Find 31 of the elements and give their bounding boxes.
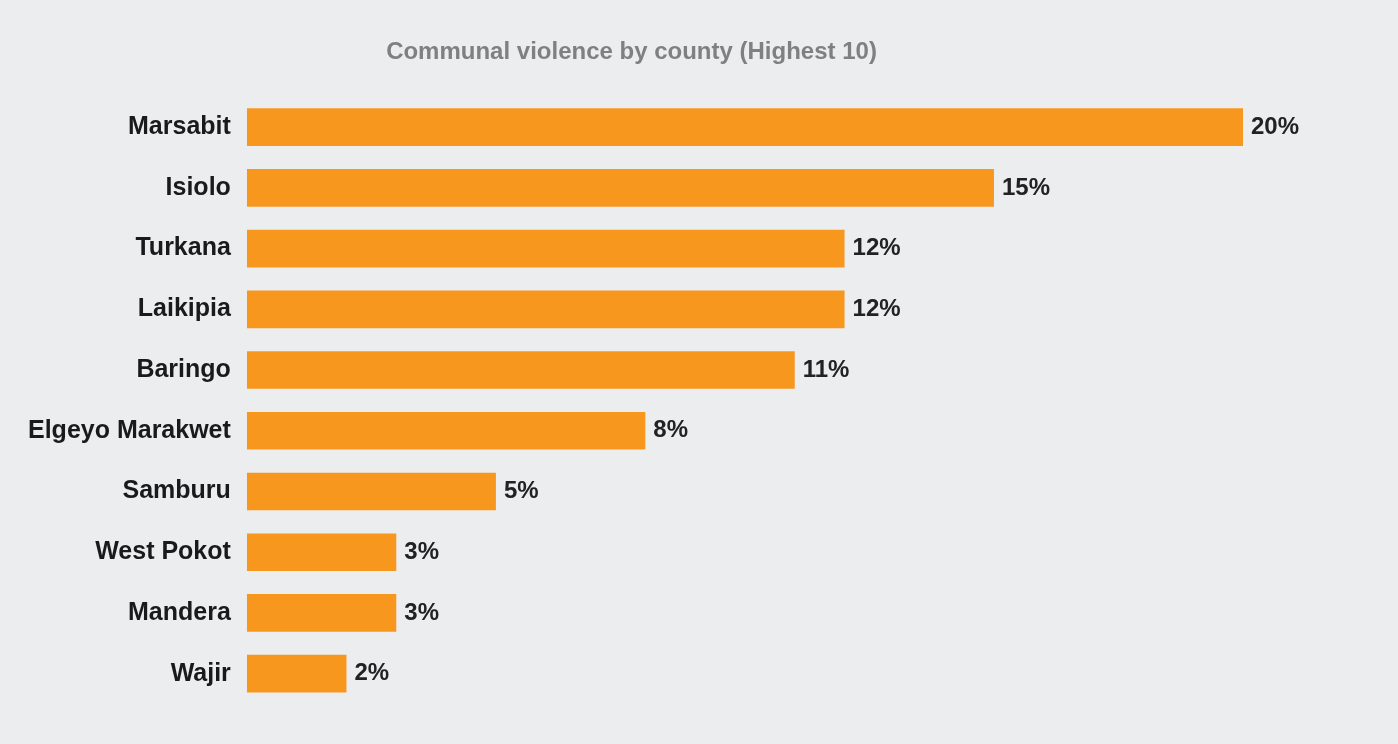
chart-title: Communal violence by county (Highest 10)	[386, 37, 877, 65]
y-tick-label: West Pokot	[95, 536, 232, 565]
bar	[246, 351, 795, 389]
bar	[246, 229, 845, 268]
bar	[246, 108, 1243, 146]
y-tick-label: Turkana	[135, 232, 232, 261]
y-tick-label: Mandera	[128, 596, 232, 625]
data-label: 8%	[653, 415, 688, 443]
bar	[246, 654, 347, 693]
y-tick-label: Samburu	[122, 475, 231, 504]
y-tick-label: Isiolo	[165, 171, 231, 200]
data-label: 5%	[503, 476, 539, 504]
y-tick-label: Elgeyo Marakwet	[28, 414, 232, 443]
bar	[246, 290, 845, 329]
y-tick-label: Wajir	[170, 657, 232, 686]
y-tick-label: Baringo	[136, 353, 231, 382]
data-label: 11%	[802, 354, 850, 382]
y-tick-label: Marsabit	[128, 111, 232, 140]
data-label: 2%	[354, 658, 390, 686]
bar	[246, 594, 397, 632]
bar	[246, 533, 397, 572]
data-label: 15%	[1001, 172, 1051, 200]
data-label: 3%	[404, 536, 439, 564]
bar	[246, 411, 646, 450]
data-label: 12%	[852, 293, 901, 321]
data-label: 3%	[404, 597, 439, 625]
bar	[246, 169, 994, 207]
data-label: 20%	[1251, 111, 1300, 139]
y-tick-label: Laikipia	[137, 293, 232, 322]
data-label: 12%	[852, 233, 901, 261]
bar	[246, 472, 496, 511]
